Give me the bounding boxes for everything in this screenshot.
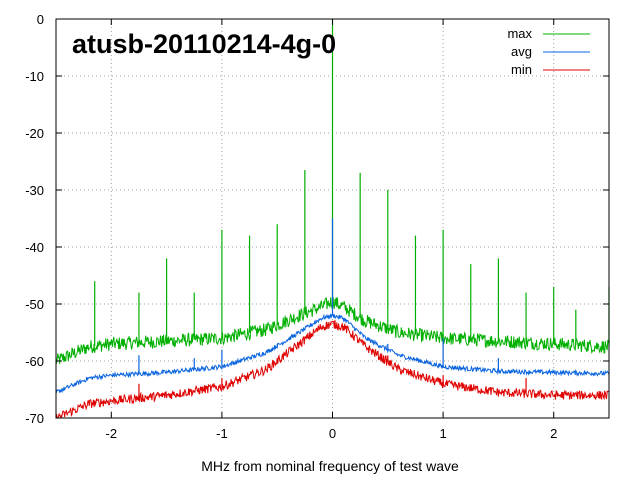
x-tick-label: 1	[439, 426, 446, 441]
series-avg	[55, 218, 610, 394]
legend-label-avg: avg	[511, 44, 532, 59]
series-group	[55, 19, 610, 419]
x-tick-label: -1	[216, 426, 228, 441]
y-tick-label: -20	[25, 126, 44, 141]
chart-title: atusb-20110214-4g-0	[72, 29, 336, 59]
x-tick-label: 0	[329, 426, 336, 441]
x-tick-label: 2	[550, 426, 557, 441]
legend-label-min: min	[511, 62, 532, 77]
y-tick-label: -60	[25, 354, 44, 369]
series-min	[55, 320, 610, 419]
y-tick-label: -30	[25, 183, 44, 198]
y-tick-label: -50	[25, 297, 44, 312]
axis-ticks: -2 -1 0 1 20-10-20-30-40-50-60-70	[25, 12, 609, 441]
y-tick-label: -10	[25, 69, 44, 84]
x-tick-label: -2	[106, 426, 118, 441]
series-line-min	[55, 320, 610, 419]
y-tick-label: 0	[37, 12, 44, 27]
legend: max avg min	[507, 26, 590, 77]
y-tick-label: -40	[25, 240, 44, 255]
legend-label-max: max	[507, 26, 532, 41]
x-axis-label: MHz from nominal frequency of test wave	[201, 458, 459, 474]
y-tick-label: -70	[25, 411, 44, 426]
